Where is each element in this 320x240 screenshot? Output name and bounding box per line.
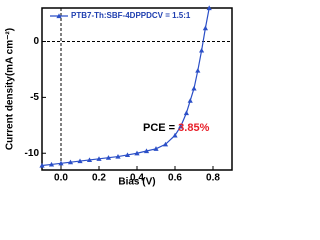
data-point <box>199 47 205 53</box>
data-point <box>96 156 102 161</box>
plot-frame <box>41 7 233 171</box>
x-tick-label: 0.6 <box>168 173 182 184</box>
data-point <box>202 25 208 31</box>
data-point <box>39 162 45 168</box>
data-point <box>195 67 201 73</box>
data-point <box>206 5 212 11</box>
x-tick-label: 0.0 <box>54 173 68 184</box>
y-tick-label: -10 <box>25 148 40 159</box>
data-point <box>48 161 55 167</box>
data-point <box>162 141 169 147</box>
data-point <box>77 158 83 164</box>
annotation-prefix: PCE = <box>143 122 178 134</box>
data-point <box>124 152 131 157</box>
data-point <box>67 159 74 165</box>
data-point <box>172 132 178 138</box>
data-point <box>187 98 193 103</box>
data-point <box>134 150 140 156</box>
x-tick-label: 0.4 <box>130 173 144 184</box>
annotation-value: 3.85% <box>178 122 209 134</box>
x-tick-label: 0.2 <box>92 173 106 184</box>
legend-marker <box>56 13 62 19</box>
y-tick-label: 0 <box>33 36 39 47</box>
data-point <box>153 146 159 151</box>
y-tick-label: -5 <box>30 92 39 103</box>
data-point <box>191 85 197 91</box>
data-point <box>58 160 64 166</box>
data-point <box>86 157 93 163</box>
data-line <box>41 7 210 167</box>
x-tick-label: 0.8 <box>206 173 220 184</box>
chart: Bias (V) Current density(mA cm⁻²) 0.0 0.2… <box>5 5 233 188</box>
data-point <box>183 110 189 116</box>
data-point <box>105 155 112 160</box>
x-axis-title: Bias (V) <box>118 177 155 188</box>
annotation: PCE = 3.85% <box>143 122 210 134</box>
data-point <box>143 148 150 154</box>
legend-label: PTB7-Th:SBF-4DPPDCV = 1.5:1 <box>71 11 191 20</box>
data-point <box>178 123 184 129</box>
y-axis-title: Current density(mA cm⁻²) <box>5 28 16 150</box>
data-point <box>115 153 121 159</box>
